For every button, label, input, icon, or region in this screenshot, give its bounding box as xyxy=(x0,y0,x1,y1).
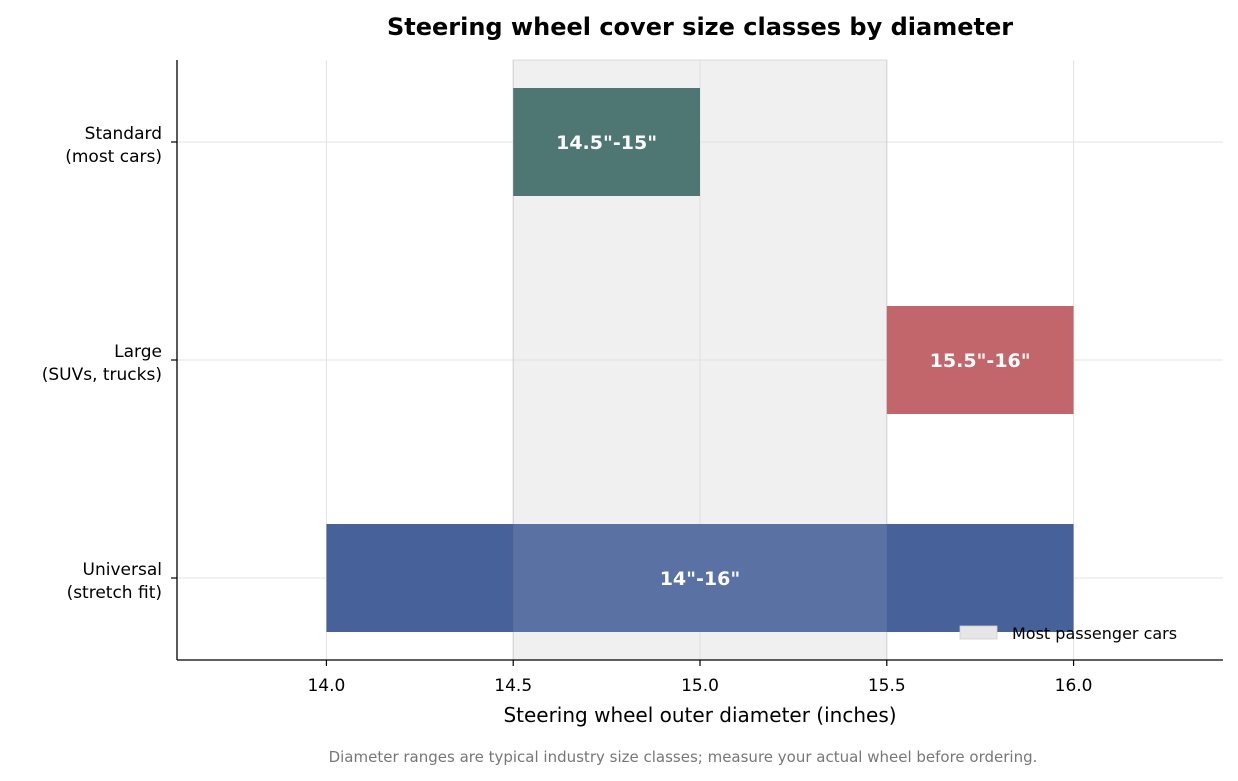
chart-title: Steering wheel cover size classes by dia… xyxy=(387,13,1013,41)
footnote: Diameter ranges are typical industry siz… xyxy=(329,748,1038,766)
x-axis-label: Steering wheel outer diameter (inches) xyxy=(503,703,896,727)
x-tick-label-3: 15.5 xyxy=(868,676,906,696)
bars: 14.5"-15" 15.5"-16" 14"-16" xyxy=(326,88,1074,632)
bar-large xyxy=(886,306,1074,414)
y-tick-label-universal-line2: (stretch fit) xyxy=(67,583,162,603)
legend-swatch-most-passenger-cars xyxy=(959,625,998,640)
bar-label-universal: 14"-16" xyxy=(660,568,741,590)
y-tick-label-large-line1: Large xyxy=(114,342,162,362)
y-tick-label-large-line2: (SUVs, trucks) xyxy=(42,365,162,385)
bar-standard xyxy=(513,88,700,196)
bar-universal xyxy=(326,524,1074,632)
x-tick-label-1: 14.5 xyxy=(494,676,532,696)
highlight-band-overlay xyxy=(513,60,887,660)
x-tick-label-4: 16.0 xyxy=(1055,676,1093,696)
y-tick-label-universal-line1: Universal xyxy=(83,560,162,580)
ticks: 14.0 14.5 15.0 15.5 16.0 Standard (most cars) L… xyxy=(42,124,1093,696)
highlight-band-overlay xyxy=(513,60,887,660)
y-tick-label-standard-line2: (most cars) xyxy=(65,147,162,167)
y-tick-label-standard-line1: Standard xyxy=(85,124,162,144)
x-tick-label-0: 14.0 xyxy=(307,676,345,696)
x-tick-label-2: 15.0 xyxy=(681,676,719,696)
bar-label-standard: 14.5"-15" xyxy=(556,132,657,154)
bar-label-large: 15.5"-16" xyxy=(930,350,1031,372)
legend-label-most-passenger-cars: Most passenger cars xyxy=(1012,624,1177,643)
legend: Most passenger cars xyxy=(959,624,1177,643)
